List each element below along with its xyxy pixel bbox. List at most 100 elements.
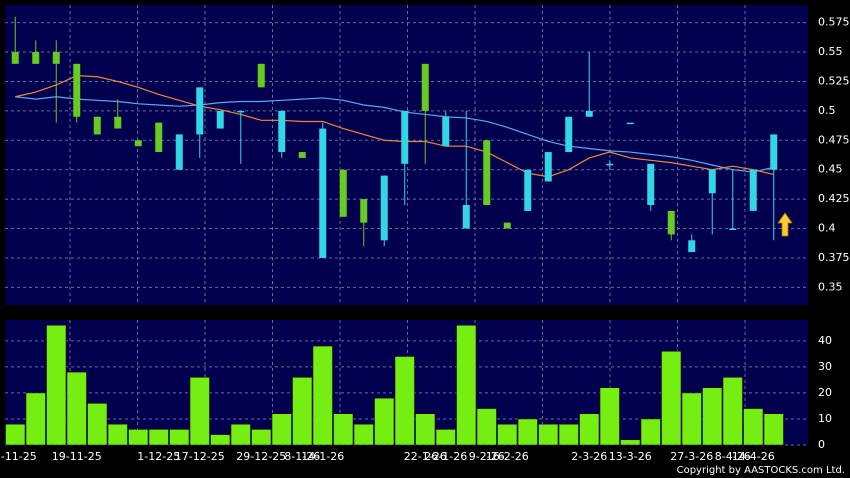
volume-bar [538, 423, 559, 446]
volume-bar [292, 377, 313, 446]
candle-body [708, 169, 716, 194]
y-tick-label: 20 [818, 386, 832, 399]
x-tick-label: 14-1-26 [301, 450, 344, 463]
volume-bar [169, 429, 190, 446]
x-tick-label: 14-4-26 [732, 450, 775, 463]
signal-arrow [777, 212, 793, 237]
candle-body [606, 163, 614, 166]
x-tick-label: 19-11-25 [52, 450, 102, 463]
volume-bar [620, 439, 641, 446]
y-tick-label: 0.375 [818, 251, 850, 264]
candle-body [688, 240, 696, 253]
y-tick-label: 40 [818, 334, 832, 347]
x-tick-label: 27-3-26 [670, 450, 713, 463]
moving-average-line [15, 74, 774, 178]
volume-bar [66, 371, 87, 446]
y-tick-label: 0.425 [818, 192, 850, 205]
candle-body [380, 175, 388, 241]
x-tick-label: 2-3-26 [571, 450, 607, 463]
volume-bar [107, 423, 128, 446]
volume-bar [128, 429, 149, 446]
volume-bar [743, 408, 764, 446]
candle-body [11, 52, 19, 64]
volume-bar [661, 351, 682, 446]
volume-bar [435, 429, 456, 446]
volume-bar [763, 413, 784, 446]
candle-body [585, 110, 593, 117]
candle-body [503, 222, 511, 229]
candle-body [32, 52, 40, 64]
volume-bar [599, 387, 620, 446]
x-tick-label: 22-1-26 [404, 450, 447, 463]
y-tick-label: 10 [818, 412, 832, 425]
volume-bar [374, 397, 395, 446]
candle-body [52, 52, 60, 64]
candle-body [93, 116, 101, 135]
volume-bar [333, 413, 354, 446]
volume-bar [353, 423, 374, 446]
x-tick-label: 17-12-25 [175, 450, 225, 463]
candle-body [749, 169, 757, 211]
candle-body [360, 199, 368, 223]
volume-bar [681, 392, 702, 446]
candle-body [134, 140, 142, 147]
y-tick-label: 0.45 [818, 163, 843, 176]
candle-body [237, 110, 245, 113]
volume-bar [312, 345, 333, 446]
candle-body [401, 110, 409, 164]
candle-body [278, 110, 286, 153]
candle-body [729, 228, 737, 231]
candle-body [257, 63, 265, 88]
y-tick-label: 0.575 [818, 16, 850, 29]
candle-body [73, 63, 81, 117]
volume-bar [476, 408, 497, 446]
candle-body [196, 87, 204, 135]
candle-body [626, 122, 634, 125]
volume-bar [415, 413, 436, 446]
plot-layer: 0.35 0.375 0.4 0.425 0.45 0.475 0.5 0.525 0.55 0.… [0, 5, 850, 463]
y-tick-label: 0 [818, 438, 825, 451]
y-tick-label: 0.525 [818, 74, 850, 87]
volume-bar [148, 429, 169, 446]
volume-bar [394, 356, 415, 446]
x-tick-label: 8-1-26 [284, 450, 320, 463]
volume-bar [456, 324, 477, 446]
candle-body [442, 116, 450, 147]
y-tick-label: 0.55 [818, 45, 843, 58]
x-tick-label: 9-2-26 [469, 450, 505, 463]
volume-bar [251, 429, 272, 446]
candle-body [483, 140, 491, 205]
volume-bar [722, 377, 743, 446]
volume-bar [189, 377, 210, 446]
candle-body [565, 116, 573, 153]
moving-average-line [15, 96, 774, 173]
x-tick-label: 1-12-25 [137, 450, 180, 463]
y-tick-label: 0.35 [818, 280, 843, 293]
y-tick-label: 30 [818, 360, 832, 373]
y-tick-label: 0.4 [818, 222, 836, 235]
candle-body [524, 169, 532, 211]
x-tick-label: 13-3-26 [609, 450, 652, 463]
candle-body [462, 205, 470, 229]
candle-body [421, 63, 429, 111]
candle-body [175, 134, 183, 170]
volume-bar [579, 413, 600, 446]
x-tick-label: 26-1-26 [424, 450, 467, 463]
volume-bar [271, 413, 292, 446]
y-tick-label: 0.475 [818, 133, 850, 146]
volume-bar [558, 423, 579, 446]
volume-bar [87, 403, 108, 446]
candle-body [770, 134, 778, 170]
volume-bar [497, 423, 518, 446]
volume-bar [25, 392, 46, 446]
x-tick-label: 16-2-26 [486, 450, 529, 463]
candle-body [544, 152, 552, 182]
x-tick-label: 8-4-26 [715, 450, 751, 463]
volume-bar [5, 423, 26, 446]
volume-bar [640, 418, 661, 446]
copyright: Copyright by AASTOCKS.com Ltd. [677, 465, 845, 476]
volume-bar [702, 387, 723, 446]
candle-body [216, 110, 224, 129]
volume-bar [230, 423, 251, 446]
